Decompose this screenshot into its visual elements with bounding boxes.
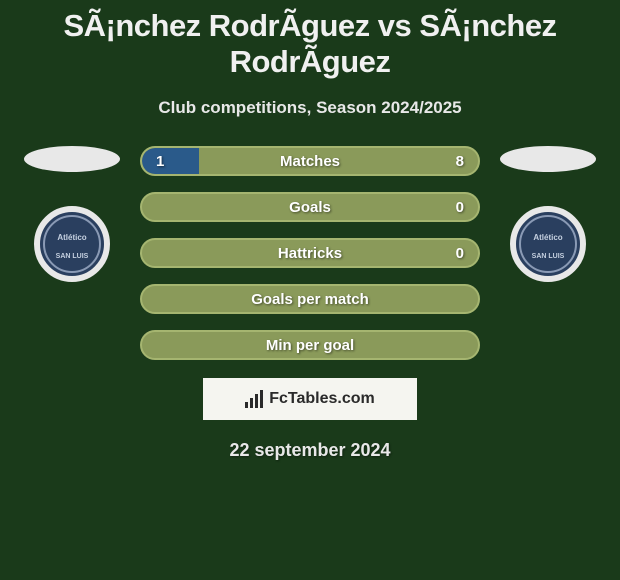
stat-label: Hattricks [278,245,342,262]
left-player-col: Atlético SAN LUIS [22,146,122,282]
left-club-badge: Atlético SAN LUIS [34,206,110,282]
right-player-col: Atlético SAN LUIS [498,146,598,282]
stats-column: 1 Matches 8 Goals 0 Hattricks 0 Goals per match… [140,146,480,360]
fctables-label: FcTables.com [269,390,375,408]
comparison-row: Atlético SAN LUIS 1Matches8Goals0Hattric… [10,146,610,360]
badge-inner-ring [519,215,577,273]
stat-label: Goals per match [251,291,369,308]
date-text: 22 september 2024 [10,440,610,461]
stat-bar: Goals per match [140,284,480,314]
stat-value-right: 0 [456,245,464,262]
fctables-attribution: FcTables.com [203,378,417,420]
badge-inner-ring [43,215,101,273]
right-club-name-bottom: SAN LUIS [532,253,565,260]
right-club-name-top: Atlético [533,234,562,243]
stat-label: Goals [289,199,331,216]
stat-bar: Min per goal [140,330,480,360]
right-club-badge: Atlético SAN LUIS [510,206,586,282]
subtitle: Club competitions, Season 2024/2025 [10,98,610,118]
left-club-name-bottom: SAN LUIS [56,253,89,260]
page-title: SÃ¡nchez RodrÃ­guez vs SÃ¡nchez RodrÃ­gu… [10,8,610,80]
stat-bar: Goals 0 [140,192,480,222]
stat-bar: 1 Matches 8 [140,146,480,176]
right-player-oval [500,146,596,172]
stat-bar: Hattricks 0 [140,238,480,268]
chart-icon [245,390,263,408]
stat-fill-left [142,148,199,174]
stat-label: Matches [280,153,340,170]
stat-value-right: 8 [456,153,464,170]
stat-label: Min per goal [266,337,354,354]
stat-value-left: 1 [156,153,164,170]
left-player-oval [24,146,120,172]
stat-value-right: 0 [456,199,464,216]
left-club-name-top: Atlético [57,234,86,243]
